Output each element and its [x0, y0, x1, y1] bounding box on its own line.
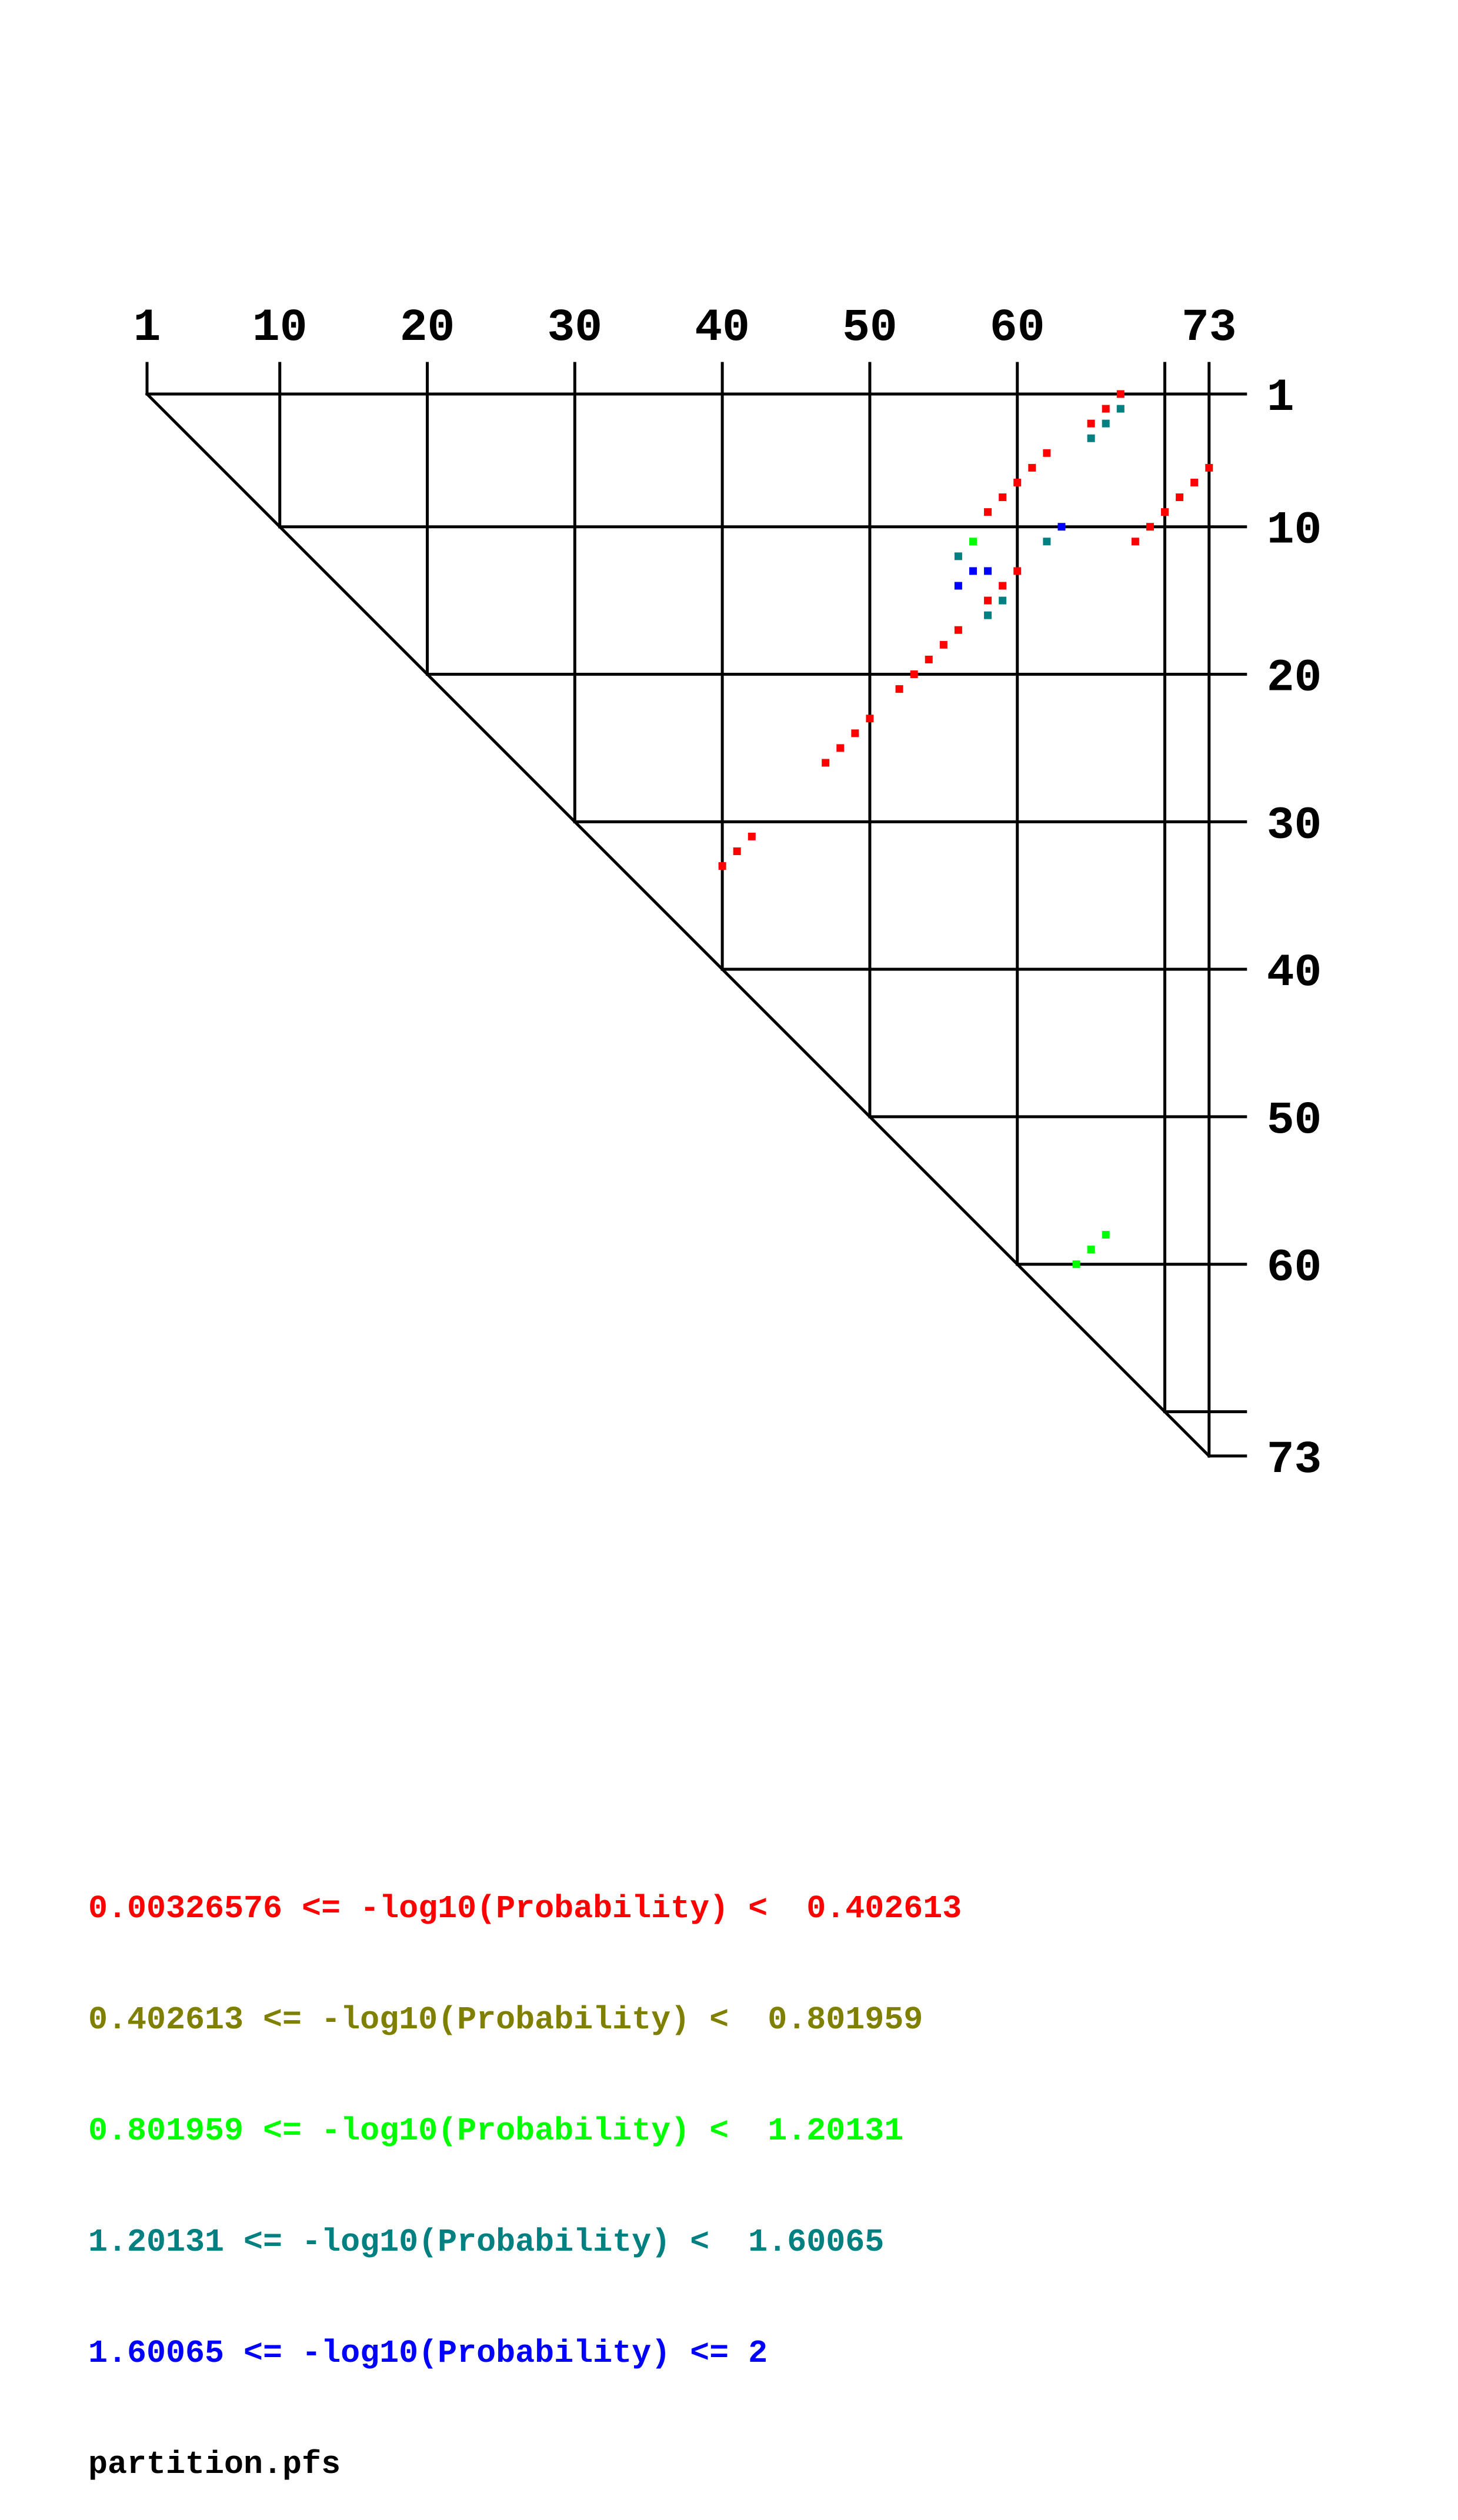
probability-dot	[954, 582, 962, 590]
y-tick-label: 20	[1267, 653, 1322, 705]
legend-entry: 0.00326576 <= -log10(Probability) < 0.40…	[88, 1890, 962, 1927]
probability-dot	[1057, 523, 1066, 531]
y-tick-labels: 1 10 20 30 40 50 60 73	[1267, 372, 1322, 1486]
filename-label: partition.pfs	[88, 2446, 341, 2483]
x-tick-label: 50	[842, 302, 898, 354]
grid-lines	[145, 362, 1247, 1458]
probability-dot	[1146, 523, 1154, 531]
probability-dot	[866, 715, 874, 723]
probability-dot	[1043, 449, 1051, 457]
probability-dot	[1087, 434, 1095, 442]
y-tick-label: 30	[1267, 800, 1322, 852]
probability-dot	[999, 596, 1007, 605]
probability-dot	[1116, 390, 1125, 398]
y-tick-label: 73	[1267, 1434, 1322, 1486]
probability-dot	[999, 582, 1007, 590]
legend-entry: 1.20131 <= -log10(Probability) < 1.60065	[88, 2224, 885, 2261]
probability-dot	[1205, 463, 1213, 472]
probability-dot	[1161, 508, 1169, 516]
x-tick-label: 1	[134, 302, 161, 354]
probability-dot	[718, 862, 726, 870]
x-tick-label: 10	[252, 302, 308, 354]
diagonal-line	[145, 392, 1212, 1458]
x-tick-label: 20	[400, 302, 455, 354]
probability-dot	[851, 729, 859, 737]
x-tick-label: 73	[1182, 302, 1237, 354]
probability-dot	[1013, 478, 1022, 486]
y-tick-label: 10	[1267, 505, 1322, 557]
probability-dot	[1131, 538, 1139, 546]
legend-entry: 0.801959 <= -log10(Probability) < 1.2013…	[88, 2112, 904, 2149]
probability-dot	[1087, 419, 1095, 428]
y-tick-label: 1	[1267, 372, 1294, 424]
probability-dot	[984, 596, 992, 605]
probability-dot	[748, 832, 756, 840]
probability-dot	[984, 567, 992, 575]
probability-dot	[1116, 405, 1125, 413]
y-tick-label: 60	[1267, 1243, 1322, 1294]
probability-dot	[1190, 478, 1199, 486]
x-tick-labels: 1 10 20 30 40 50 60 73	[134, 302, 1237, 354]
probability-dot	[1102, 419, 1110, 428]
probability-dot	[939, 640, 947, 649]
probability-dot	[984, 508, 992, 516]
probability-dot	[836, 744, 845, 752]
probability-dot	[1028, 463, 1036, 472]
probability-dot	[733, 847, 741, 855]
probability-dot	[1176, 493, 1184, 502]
probability-dot	[954, 626, 962, 634]
probability-dot	[822, 759, 830, 767]
probability-dot	[910, 670, 918, 679]
x-tick-label: 30	[548, 302, 603, 354]
y-tick-label: 50	[1267, 1095, 1322, 1147]
probability-dot	[1102, 405, 1110, 413]
probability-dot	[895, 685, 903, 693]
y-tick-label: 40	[1267, 947, 1322, 999]
x-tick-label: 40	[695, 302, 750, 354]
legend-entry: 0.402613 <= -log10(Probability) < 0.8019…	[88, 2001, 923, 2038]
probability-dot	[1013, 567, 1022, 575]
probability-dot	[1043, 538, 1051, 546]
probability-dot	[969, 567, 977, 575]
probability-dot	[984, 611, 992, 619]
probability-dot	[1072, 1260, 1080, 1269]
legend-entry: 1.60065 <= -log10(Probability) <= 2	[88, 2335, 768, 2372]
probability-dot	[1087, 1246, 1095, 1254]
legend: 0.00326576 <= -log10(Probability) < 0.40…	[88, 1816, 962, 2520]
dot-plot: 1 10 20 30 40 50 60 73 1 10 20 30 40 50 60 73	[134, 302, 1322, 1486]
probability-dots	[718, 390, 1213, 1269]
probability-dot	[969, 538, 977, 546]
probability-dot	[925, 655, 933, 663]
x-tick-label: 60	[990, 302, 1045, 354]
probability-dot	[1102, 1231, 1110, 1239]
probability-dot	[954, 552, 962, 560]
probability-dot	[999, 493, 1007, 502]
